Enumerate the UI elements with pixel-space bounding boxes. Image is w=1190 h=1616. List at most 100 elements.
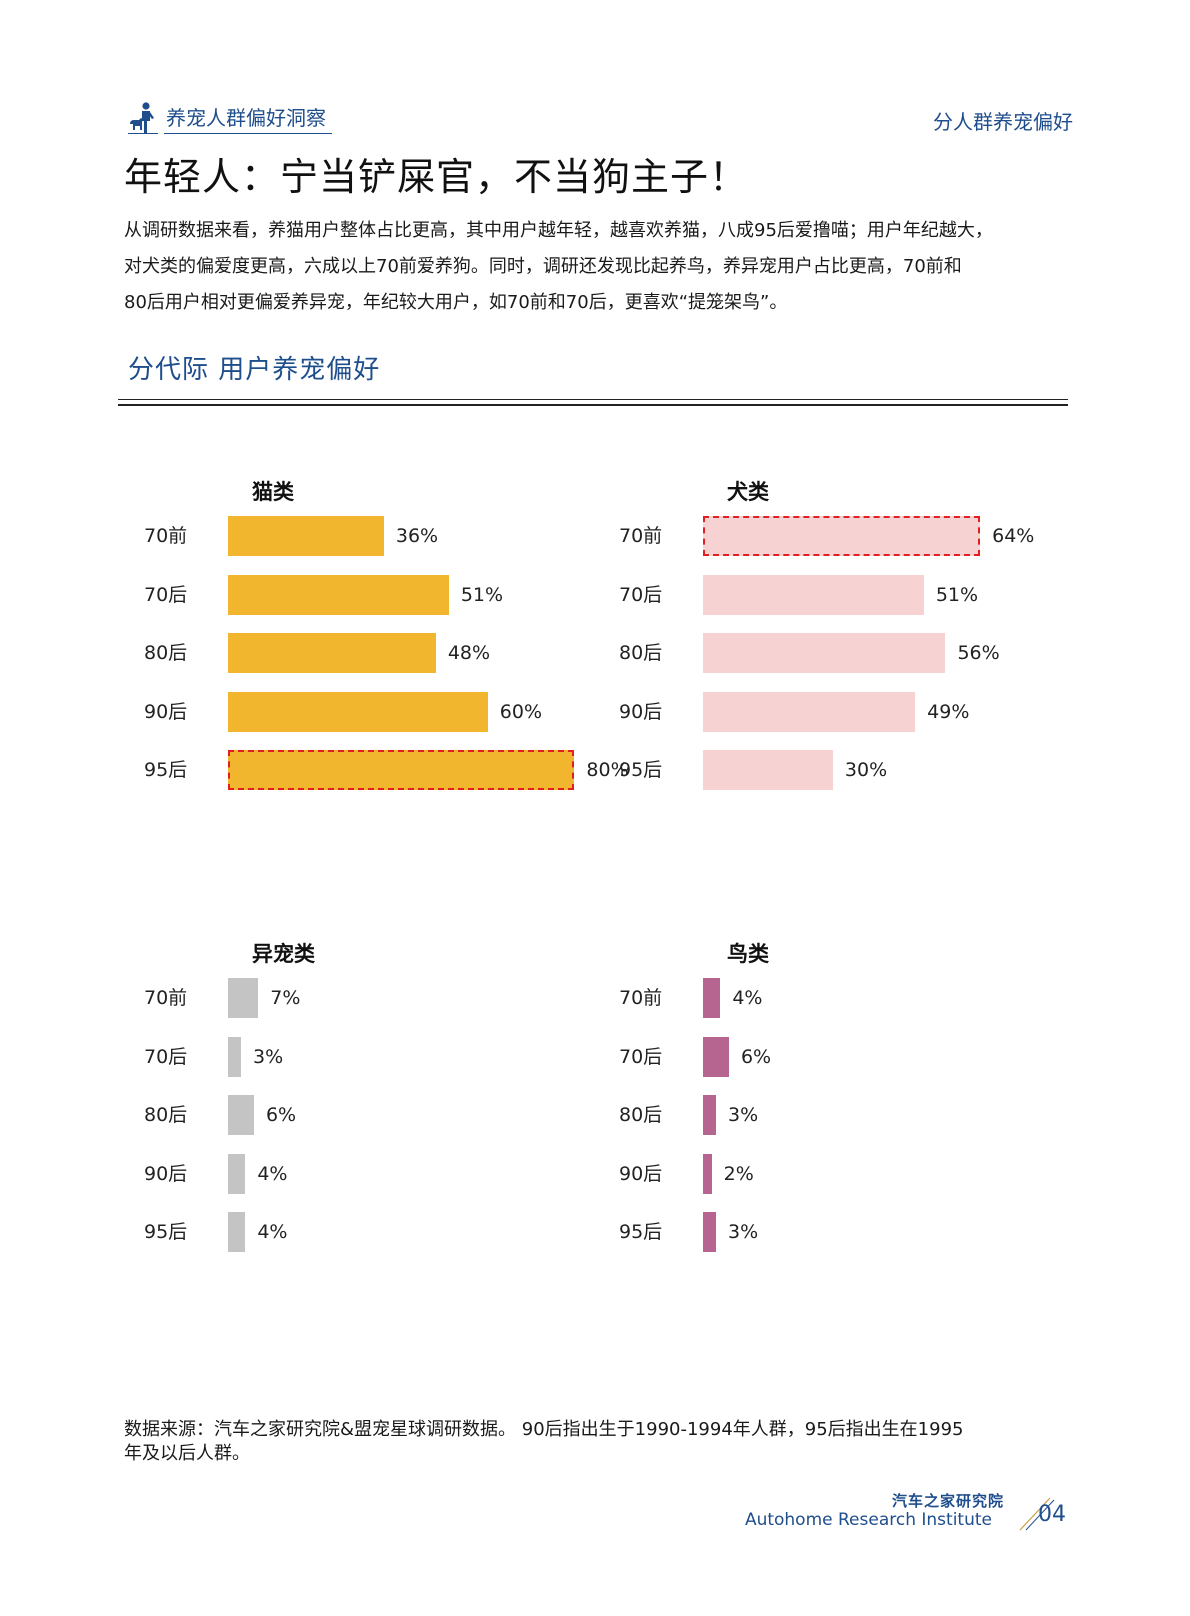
section-divider-thin	[118, 399, 1068, 400]
category-label: 95后	[619, 759, 663, 782]
value-label: 3%	[252, 1045, 284, 1068]
value-label: 4%	[257, 1162, 288, 1185]
category-label: 90后	[619, 700, 663, 723]
value-label: 30%	[844, 759, 888, 782]
data-source-footnote: 数据来源：汽车之家研究院&盟宠星球调研数据。 90后指出生于1990-1994年…	[124, 1418, 1044, 1466]
category-label: 70后	[144, 1045, 188, 1068]
category-label: 95后	[144, 1221, 188, 1244]
bar	[228, 750, 575, 791]
bar	[703, 978, 721, 1018]
bar	[703, 1095, 716, 1136]
bar	[228, 1095, 254, 1136]
value-label: 49%	[927, 700, 970, 723]
chart-cat: 猫类 70前 36% 70后 51% 80后 48% 90后 60% 95后 80%	[144, 470, 634, 800]
value-label: 4%	[257, 1221, 288, 1244]
brand-name-en: Autohome Research Institute	[744, 1510, 992, 1530]
intro-paragraph: 从调研数据来看，养猫用户整体占比更高，其中用户越年轻，越喜欢养猫，八成95后爱撸…	[124, 213, 1084, 321]
bar-row: 90后 4%	[144, 1153, 634, 1194]
section-title: 分代际 用户养宠偏好	[128, 355, 381, 385]
value-label: 51%	[460, 583, 504, 606]
category-label: 70前	[144, 525, 188, 547]
bar-row: 80后 6%	[144, 1095, 634, 1136]
bar-row: 90后 60%	[144, 691, 634, 732]
bar-row: 70前 64%	[619, 516, 1109, 556]
bar-row: 80后 48%	[144, 633, 634, 674]
value-label: 4%	[732, 987, 763, 1009]
bar-row: 70后 51%	[619, 574, 1109, 615]
category-label: 70后	[619, 1045, 663, 1068]
value-label: 48%	[447, 642, 491, 665]
chart-title: 鸟类	[727, 942, 769, 966]
intro-line: 从调研数据来看，养猫用户整体占比更高，其中用户越年轻，越喜欢养猫，八成95后爱撸…	[124, 220, 993, 241]
header-right-label: 分人群养宠偏好	[933, 110, 1073, 134]
page-title: 年轻人：宁当铲屎官，不当狗主子！	[124, 155, 749, 199]
category-label: 80后	[619, 1104, 663, 1127]
bar	[703, 516, 981, 556]
bar-row: 70前 4%	[619, 978, 1109, 1018]
footnote-line: 数据来源：汽车之家研究院&盟宠星球调研数据。 90后指出生于1990-1994年…	[124, 1419, 964, 1440]
bar	[703, 691, 916, 732]
chart-bird: 鸟类 70前 4% 70后 6% 80后 3% 90后 2% 95后 3%	[619, 932, 1109, 1262]
category-label: 90后	[619, 1162, 663, 1185]
bar	[228, 1212, 246, 1253]
bar	[228, 691, 488, 732]
bar-row: 80后 56%	[619, 633, 1109, 674]
bar	[228, 574, 449, 615]
chart-title: 猫类	[252, 480, 294, 504]
value-label: 6%	[265, 1104, 297, 1127]
section-divider-thick	[118, 404, 1068, 406]
category-label: 70前	[619, 987, 663, 1009]
brand-name-cn: 汽车之家研究院	[891, 1492, 1004, 1510]
bar-row: 70前 36%	[144, 516, 634, 556]
category-label: 90后	[144, 700, 188, 723]
value-label: 64%	[992, 525, 1035, 547]
bar-row: 95后 4%	[144, 1212, 634, 1253]
bar	[228, 516, 384, 556]
value-label: 2%	[723, 1162, 754, 1185]
bar-row: 70后 6%	[619, 1036, 1109, 1077]
category-label: 95后	[144, 759, 188, 782]
slash-divider-icon	[1019, 1497, 1055, 1531]
bar	[703, 750, 833, 791]
category-label: 95后	[619, 1221, 663, 1244]
bar-row: 90后 2%	[619, 1153, 1109, 1194]
bar	[703, 1212, 716, 1253]
header-left: 养宠人群偏好洞察	[128, 100, 332, 134]
bar-row: 70后 51%	[144, 574, 634, 615]
bar-row: 70后 3%	[144, 1036, 634, 1077]
footnote-line: 年及以后人群。	[124, 1443, 250, 1464]
chart-exotic: 异宠类 70前 7% 70后 3% 80后 6% 90后 4% 95后 4%	[144, 932, 634, 1262]
bar	[228, 633, 436, 674]
value-label: 3%	[727, 1221, 759, 1244]
bar	[703, 1153, 712, 1194]
category-label: 80后	[144, 1104, 188, 1127]
category-label: 70前	[619, 525, 663, 547]
bar	[228, 978, 259, 1018]
bar-row: 95后 80%	[144, 750, 634, 791]
category-label: 80后	[619, 642, 663, 665]
category-label: 90后	[144, 1162, 188, 1185]
header-left-label: 养宠人群偏好洞察	[164, 105, 332, 134]
person-with-dog-icon	[128, 102, 158, 134]
value-label: 3%	[727, 1104, 759, 1127]
bar	[228, 1153, 246, 1194]
intro-line: 对犬类的偏爱度更高，六成以上70前爱养狗。同时，调研还发现比起养鸟，养异宠用户占…	[124, 256, 962, 277]
value-label: 51%	[935, 583, 979, 606]
value-label: 80%	[586, 759, 629, 782]
bar-row: 70前 7%	[144, 978, 634, 1018]
value-label: 6%	[740, 1045, 772, 1068]
bar-row: 90后 49%	[619, 691, 1109, 732]
intro-line: 80后用户相对更偏爱养异宠，年纪较大用户，如70前和70后，更喜欢“提笼架鸟”。	[124, 292, 788, 313]
value-label: 60%	[499, 700, 543, 723]
bar-row: 95后 30%	[619, 750, 1109, 791]
chart-title: 犬类	[727, 480, 769, 504]
value-label: 36%	[395, 525, 439, 547]
bar	[703, 574, 924, 615]
category-label: 70前	[144, 987, 188, 1009]
value-label: 56%	[957, 642, 1000, 665]
bar-row: 95后 3%	[619, 1212, 1109, 1253]
chart-dog: 犬类 70前 64% 70后 51% 80后 56% 90后 49% 95后 30%	[619, 470, 1109, 800]
bar	[703, 633, 946, 674]
bar	[703, 1036, 729, 1077]
category-label: 80后	[144, 642, 188, 665]
